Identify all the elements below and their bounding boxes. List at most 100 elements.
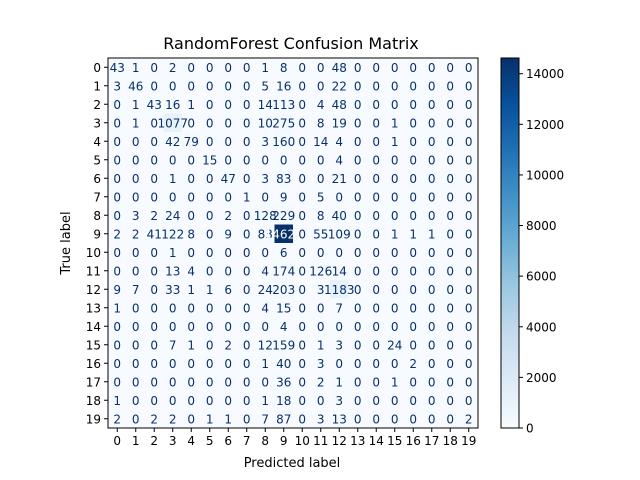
heatmap-cell bbox=[145, 132, 164, 151]
cell-value-label: 0 bbox=[187, 172, 195, 186]
cell-value-label: 0 bbox=[224, 135, 232, 149]
cell-value-label: 0 bbox=[187, 375, 195, 389]
cell-value-label: 0 bbox=[150, 135, 158, 149]
heatmap-cell bbox=[200, 280, 220, 299]
heatmap-cell bbox=[145, 298, 164, 318]
cell-value-label: 0 bbox=[206, 338, 214, 352]
heatmap-cell bbox=[404, 317, 423, 336]
cell-value-label: 0 bbox=[465, 338, 473, 352]
cell-value-label: 0 bbox=[446, 394, 454, 408]
cell-value-label: 83 bbox=[276, 172, 291, 186]
heatmap-cell bbox=[385, 169, 405, 188]
heatmap-cell bbox=[441, 280, 460, 299]
heatmap-cell bbox=[367, 95, 386, 114]
cell-value-label: 0 bbox=[298, 98, 306, 112]
cell-value-label: 0 bbox=[132, 172, 140, 186]
heatmap-cell bbox=[200, 132, 220, 151]
heatmap-cell bbox=[385, 372, 405, 392]
heatmap-cell bbox=[422, 58, 442, 77]
cell-value-label: 43 bbox=[110, 61, 125, 75]
heatmap-cell bbox=[311, 409, 331, 429]
heatmap-cell bbox=[126, 76, 146, 96]
heatmap-cell bbox=[422, 187, 442, 207]
cell-value-label: 0 bbox=[132, 338, 140, 352]
cell-value-label: 0 bbox=[113, 264, 121, 278]
colorbar-tick-label: 0 bbox=[526, 422, 534, 436]
cell-value-label: 0 bbox=[409, 246, 417, 260]
cell-value-label: 0 bbox=[372, 283, 380, 297]
cell-value-label: 0 bbox=[298, 412, 306, 426]
cell-value-label: 203 bbox=[272, 283, 295, 297]
cell-value-label: 0 bbox=[465, 135, 473, 149]
plot-frame bbox=[107, 57, 479, 429]
heatmap-cell bbox=[219, 243, 238, 262]
cell-value-label: 3 bbox=[113, 79, 121, 93]
y-tick-label: 5 bbox=[93, 153, 101, 167]
heatmap-cell bbox=[182, 113, 201, 133]
cell-value-label: 0 bbox=[298, 190, 306, 204]
heatmap-cell bbox=[219, 113, 238, 133]
cell-value-label: 229 bbox=[272, 209, 295, 223]
cell-value-label: 0 bbox=[243, 61, 251, 75]
cell-value-label: 0 bbox=[169, 320, 177, 334]
heatmap-cell bbox=[108, 243, 127, 262]
cell-value-label: 0 bbox=[409, 116, 417, 130]
cell-value-label: 0 bbox=[298, 283, 306, 297]
cell-value-label: 0 bbox=[317, 394, 325, 408]
heatmap-cell bbox=[182, 243, 201, 262]
heatmap-cell bbox=[385, 354, 405, 373]
cell-value-label: 1 bbox=[187, 338, 195, 352]
heatmap-cell bbox=[237, 354, 257, 373]
heatmap-cell bbox=[274, 187, 294, 207]
heatmap-cell bbox=[422, 317, 442, 336]
heatmap-cell bbox=[385, 243, 405, 262]
heatmap-cell bbox=[163, 113, 183, 133]
heatmap-cell bbox=[237, 76, 257, 96]
heatmap-cell bbox=[145, 391, 164, 410]
cell-value-label: 4 bbox=[335, 135, 343, 149]
cell-value-label: 14621 bbox=[265, 227, 303, 241]
cell-value-label: 6 bbox=[280, 246, 288, 260]
cell-value-label: 0 bbox=[113, 209, 121, 223]
cell-value-label: 36 bbox=[276, 375, 291, 389]
heatmap-cell bbox=[385, 95, 405, 114]
heatmap-cell bbox=[274, 150, 294, 170]
cell-value-label: 0 bbox=[372, 412, 380, 426]
cell-value-label: 15 bbox=[276, 301, 291, 315]
heatmap-cell bbox=[441, 372, 460, 392]
heatmap-cell bbox=[330, 150, 349, 170]
y-tick-label: 14 bbox=[86, 320, 101, 334]
x-tick-label: 12 bbox=[332, 434, 347, 448]
cell-value-label: 0 bbox=[243, 320, 251, 334]
cell-value-label: 0 bbox=[224, 264, 232, 278]
y-tick-label: 18 bbox=[86, 394, 101, 408]
cell-value-label: 0 bbox=[187, 246, 195, 260]
x-axis-ticks: 0 1 2 3 4 5 6 7 8 9 10 11 12 13 14 15 16 17 18 19 bbox=[113, 428, 476, 448]
cell-value-label: 0 bbox=[465, 227, 473, 241]
heatmap-cell bbox=[219, 391, 238, 410]
cell-value-label: 3 bbox=[317, 412, 325, 426]
cell-value-label: 0 bbox=[409, 135, 417, 149]
heatmap-cell bbox=[441, 169, 460, 188]
heatmap-cell bbox=[330, 317, 349, 336]
cell-value-label: 0 bbox=[446, 320, 454, 334]
cell-value-label: 0 bbox=[372, 98, 380, 112]
cell-value-label: 0 bbox=[298, 209, 306, 223]
cell-value-label: 0 bbox=[206, 61, 214, 75]
cell-value-label: 24 bbox=[165, 209, 180, 223]
heatmap-cell bbox=[293, 169, 312, 188]
heatmap-cell bbox=[200, 317, 220, 336]
y-tick-label: 7 bbox=[93, 190, 101, 204]
heatmap-cell bbox=[441, 187, 460, 207]
heatmap-cell bbox=[367, 132, 386, 151]
heatmap-cell bbox=[219, 95, 238, 114]
cell-value-label: 46 bbox=[128, 79, 143, 93]
heatmap-cell bbox=[404, 409, 423, 429]
heatmap-cell bbox=[348, 95, 368, 114]
heatmap-cell bbox=[237, 391, 257, 410]
x-tick-label: 15 bbox=[387, 434, 402, 448]
cell-value-label: 0 bbox=[224, 320, 232, 334]
cell-value-label: 0 bbox=[187, 61, 195, 75]
heatmap-cell bbox=[182, 280, 201, 299]
cell-value-label: 0 bbox=[243, 283, 251, 297]
